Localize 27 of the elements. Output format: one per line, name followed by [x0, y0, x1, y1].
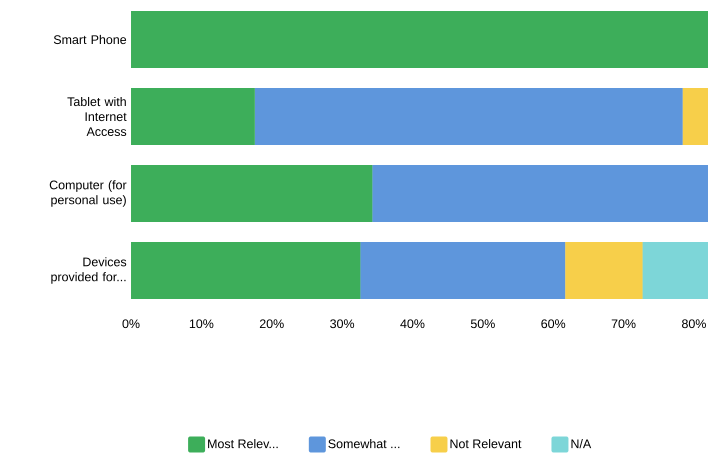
y-tick-label: Devices provided for... [51, 257, 126, 284]
bar [682, 88, 708, 145]
bar [360, 242, 566, 299]
bar [131, 242, 360, 299]
legend-label: Not Relevant [450, 439, 522, 448]
y-tick-label: Computer (for personal use) [50, 180, 126, 207]
legend-label: N/A [571, 439, 592, 448]
x-tick-label: 30% [330, 319, 354, 328]
x-tick-label: 0% [122, 319, 140, 328]
bar [642, 242, 708, 299]
bar [131, 164, 372, 222]
bar [372, 164, 708, 222]
x-tick-label: 80% [682, 319, 706, 328]
bar [565, 242, 643, 299]
legend-label: Most Relev... [208, 439, 278, 448]
x-tick-label: 20% [260, 319, 284, 328]
y-tick-label: Smart Phone [54, 34, 126, 44]
y-tick-label: Tablet with Internet Access [67, 96, 127, 136]
x-tick-label: 10% [190, 319, 214, 328]
x-tick-label: 70% [612, 319, 636, 328]
bar [131, 88, 255, 145]
x-tick-label: 40% [400, 319, 424, 328]
bar [131, 10, 708, 68]
legend-label: Somewhat ... [328, 439, 400, 448]
bar [254, 88, 683, 145]
x-tick-label: 60% [541, 319, 566, 328]
x-tick-label: 50% [470, 319, 495, 328]
